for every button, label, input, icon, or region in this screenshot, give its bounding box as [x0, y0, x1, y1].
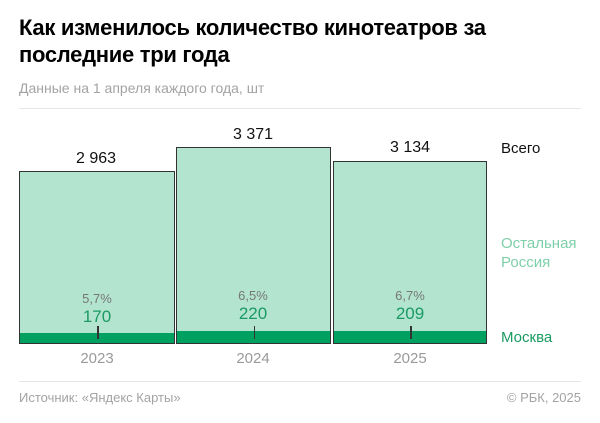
- legend-rest-line2: Россия: [501, 254, 551, 271]
- credit-note: © РБК, 2025: [506, 390, 581, 405]
- bar-2023: [19, 171, 175, 344]
- share-label-2025: 6,7%: [395, 288, 425, 303]
- legend-rest-line1: Остальная: [501, 235, 577, 252]
- legend-moscow: Москва: [501, 329, 553, 346]
- total-label-2025: 3 134: [389, 139, 431, 156]
- bottom-divider: [19, 381, 581, 382]
- bar-2024: [176, 147, 331, 344]
- total-label-2024: 3 371: [232, 126, 274, 143]
- tick-2023: [97, 326, 99, 339]
- total-label-2023: 2 963: [75, 150, 117, 167]
- bar-2025: [333, 161, 487, 344]
- share-label-2023: 5,7%: [82, 291, 112, 306]
- tick-2024: [253, 326, 255, 339]
- top-divider: [19, 108, 581, 109]
- moscow-value-2024: 220: [238, 304, 268, 323]
- source-note: Источник: «Яндекс Карты»: [19, 390, 181, 405]
- moscow-value-2025: 209: [395, 304, 425, 323]
- moscow-value-2023: 170: [82, 307, 112, 326]
- year-label-2024: 2024: [236, 350, 270, 367]
- chart-subtitle: Данные на 1 апреля каждого года, шт: [19, 80, 265, 96]
- tick-2025: [410, 326, 412, 339]
- share-label-2024: 6,5%: [238, 288, 268, 303]
- chart-title: Как изменилось количество кинотеатров за…: [19, 15, 486, 67]
- year-label-2025: 2025: [393, 350, 427, 367]
- legend-total: Всего: [501, 140, 541, 157]
- year-label-2023: 2023: [80, 350, 114, 367]
